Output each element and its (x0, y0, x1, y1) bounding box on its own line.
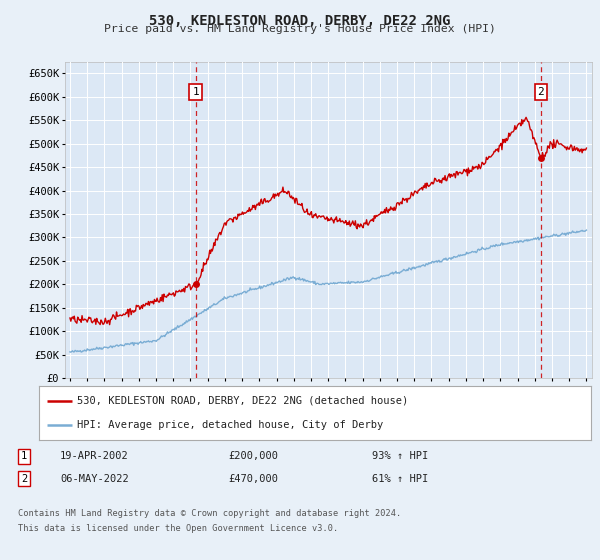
Text: This data is licensed under the Open Government Licence v3.0.: This data is licensed under the Open Gov… (18, 524, 338, 533)
Text: 93% ↑ HPI: 93% ↑ HPI (372, 451, 428, 461)
Text: 530, KEDLESTON ROAD, DERBY, DE22 2NG: 530, KEDLESTON ROAD, DERBY, DE22 2NG (149, 14, 451, 28)
Text: 19-APR-2002: 19-APR-2002 (60, 451, 129, 461)
Text: £470,000: £470,000 (228, 474, 278, 484)
Text: Price paid vs. HM Land Registry's House Price Index (HPI): Price paid vs. HM Land Registry's House … (104, 24, 496, 34)
Text: Contains HM Land Registry data © Crown copyright and database right 2024.: Contains HM Land Registry data © Crown c… (18, 509, 401, 518)
Text: 61% ↑ HPI: 61% ↑ HPI (372, 474, 428, 484)
Text: 06-MAY-2022: 06-MAY-2022 (60, 474, 129, 484)
Text: HPI: Average price, detached house, City of Derby: HPI: Average price, detached house, City… (77, 420, 383, 430)
Text: £200,000: £200,000 (228, 451, 278, 461)
Text: 2: 2 (21, 474, 27, 484)
Text: 530, KEDLESTON ROAD, DERBY, DE22 2NG (detached house): 530, KEDLESTON ROAD, DERBY, DE22 2NG (de… (77, 396, 408, 406)
Text: 1: 1 (21, 451, 27, 461)
Text: 1: 1 (192, 87, 199, 97)
Text: 2: 2 (538, 87, 544, 97)
